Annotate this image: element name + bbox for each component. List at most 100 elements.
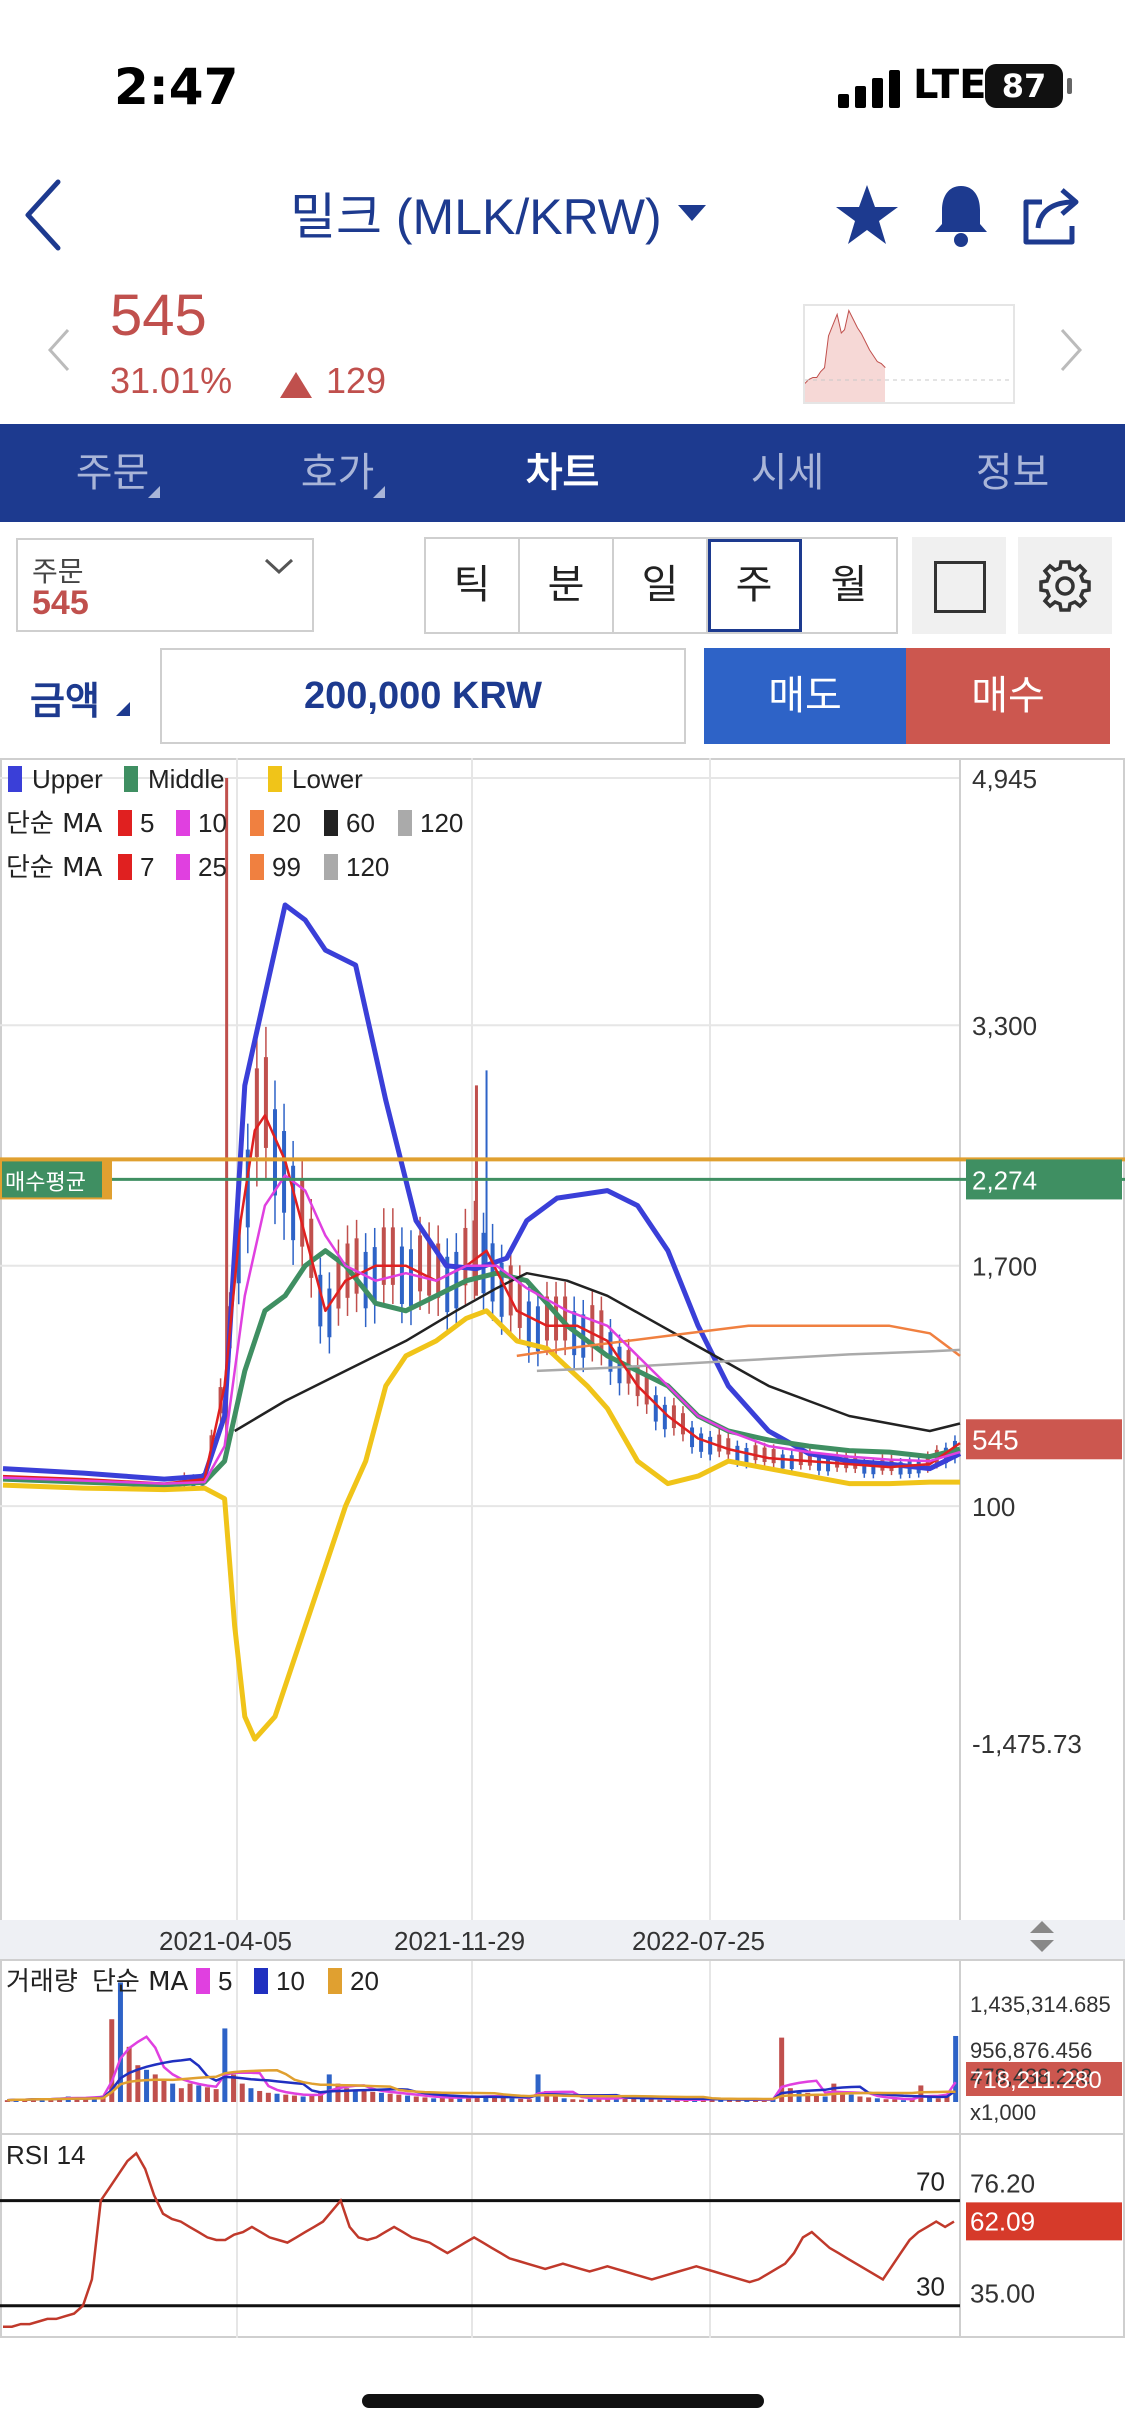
candle-body [508, 1265, 513, 1316]
volume-bar [265, 2092, 271, 2102]
tab-price-history[interactable]: 시세 [750, 450, 825, 496]
volume-bar [457, 2096, 463, 2102]
volume-bar [796, 2090, 802, 2102]
volume-bar [309, 2094, 315, 2102]
tab-orderbook[interactable]: 호가 [225, 424, 450, 522]
volume-bar [405, 2095, 411, 2102]
candle-body [354, 1238, 359, 1294]
period-minute-button[interactable]: 분 [520, 539, 614, 632]
volume-ma-line [7, 2057, 957, 2102]
candle-body [617, 1346, 622, 1384]
up-triangle-icon [280, 372, 312, 398]
volume-bar [361, 2090, 367, 2102]
volume-bar [535, 2074, 541, 2102]
volume-bar [570, 2099, 576, 2102]
candle-body [517, 1280, 522, 1328]
period-week-button[interactable]: 주 [708, 539, 802, 632]
candle-body [816, 1457, 821, 1471]
favorite-button[interactable] [832, 180, 902, 250]
market-selector[interactable]: 밀크 (MLK/KRW) [290, 178, 706, 248]
legend-label: 5 [218, 1966, 232, 1996]
candle-body [671, 1405, 676, 1429]
battery-icon: 87 [985, 64, 1072, 108]
tab-info[interactable]: 정보 [975, 450, 1050, 496]
volume-bar [135, 2065, 141, 2102]
volume-bar [378, 2092, 384, 2102]
order-selector[interactable]: 주문 545 [16, 538, 314, 632]
volume-bar [196, 2085, 202, 2102]
candle-body [272, 1109, 277, 1196]
sell-button[interactable]: 매도 [704, 648, 906, 744]
y-tick-label: 3,300 [972, 1011, 1037, 1041]
legend-ma-label: 단순 MA [6, 853, 103, 883]
legend-swatch [328, 1968, 342, 1994]
prev-market-button[interactable] [40, 320, 80, 380]
submenu-triangle-icon [373, 486, 385, 498]
next-market-button[interactable] [1050, 320, 1090, 380]
volume-bar [439, 2097, 445, 2102]
period-month-button[interactable]: 월 [802, 539, 896, 632]
candle-body [372, 1247, 377, 1305]
candle-body [726, 1438, 731, 1455]
legend-label: 20 [272, 808, 301, 838]
volume-bar [822, 2096, 828, 2102]
star-icon [836, 185, 898, 244]
tab-order[interactable]: 주문 [0, 424, 225, 522]
candle-body [263, 1057, 268, 1148]
legend-label: 5 [140, 808, 154, 838]
legend-swatch [250, 810, 264, 836]
candle-body [318, 1274, 323, 1327]
price-chart[interactable]: 4,945 3,300 1,700 100 -1,475.73 매수평균 2,274 545 U… [0, 758, 1125, 2338]
volume-bar [848, 2094, 854, 2102]
last-price-tag [966, 1419, 1122, 1460]
share-button[interactable] [1016, 180, 1086, 250]
settings-button[interactable] [1018, 537, 1112, 634]
legend-swatch [398, 810, 412, 836]
volume-bar [492, 2096, 498, 2102]
candle-body [381, 1227, 386, 1285]
period-selector: 틱 분 일 주 월 [424, 537, 898, 634]
tab-chart[interactable]: 차트 [525, 450, 600, 496]
main-tab-bar: 주문 호가 차트 시세 정보 [0, 424, 1125, 522]
volume-bar [674, 2100, 680, 2102]
mini-price-chart [803, 304, 1015, 404]
gear-icon [1039, 559, 1091, 612]
candle-body [753, 1445, 758, 1461]
y-tick-label: -1,475.73 [972, 1729, 1082, 1759]
candle-body [807, 1452, 812, 1466]
fullscreen-button[interactable] [912, 537, 1006, 634]
volume-bar [883, 2099, 889, 2102]
chevron-down-icon [264, 558, 294, 575]
volume-bar [735, 2100, 741, 2102]
legend-label: 120 [346, 852, 389, 882]
back-chevron-icon [25, 179, 61, 251]
rsi-upper-label: 70 [916, 2167, 945, 2197]
candle-body [472, 1220, 477, 1280]
back-button[interactable] [18, 170, 78, 260]
rsi-lower-label: 30 [916, 2272, 945, 2302]
chart-frame [0, 758, 1125, 2338]
current-price: 545 [110, 283, 207, 348]
candle-body [762, 1447, 767, 1462]
amount-input[interactable]: 200,000 KRW [160, 648, 686, 744]
amount-type-selector[interactable]: 금액 [30, 679, 100, 723]
volume-bar [518, 2098, 524, 2102]
candle-body [599, 1310, 604, 1352]
candle-body [427, 1240, 432, 1296]
volume-bar [83, 2098, 89, 2102]
volume-bar [204, 2087, 210, 2102]
volume-bar [657, 2099, 663, 2102]
alert-button[interactable] [926, 180, 996, 250]
status-bar: 2:47 LTE 87 [0, 0, 1125, 170]
period-day-button[interactable]: 일 [614, 539, 708, 632]
period-tick-button[interactable]: 틱 [426, 539, 520, 632]
volume-bar [109, 2019, 115, 2102]
candle-body [499, 1262, 504, 1317]
candle-body [780, 1454, 785, 1469]
candle-body [481, 1232, 486, 1294]
rsi-label: RSI 14 [6, 2140, 86, 2170]
candle-body [708, 1436, 713, 1455]
volume-bar [396, 2094, 402, 2102]
volume-y-tick: 478,438.228 [970, 2064, 1092, 2089]
buy-button[interactable]: 매수 [906, 648, 1110, 744]
